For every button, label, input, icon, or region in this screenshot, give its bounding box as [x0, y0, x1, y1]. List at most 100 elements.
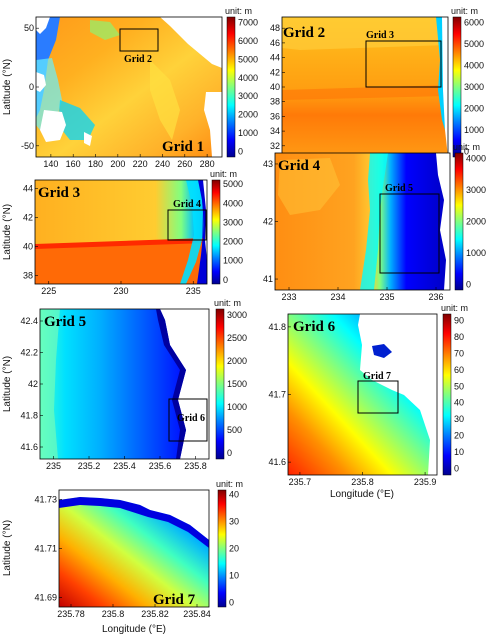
y-tick-label: 41.8	[20, 411, 38, 421]
land-new-zealand	[84, 132, 92, 146]
colorbar-tick-label: 4000	[238, 73, 258, 83]
panel-title-grid-1: Grid 1	[162, 139, 204, 155]
x-tick-label: 220	[133, 159, 148, 169]
x-tick-label: 236	[428, 292, 443, 302]
x-tick-label: 235.84	[183, 609, 211, 619]
inset-box-grid-6	[168, 398, 208, 442]
ridge-north	[90, 20, 120, 40]
y-tick-label: 41	[263, 274, 273, 284]
colorbar-tick-label: 3000	[223, 217, 243, 227]
y-tick-label: 42.4	[20, 316, 38, 326]
y-tick-label: 44	[270, 53, 280, 63]
inset-label-grid-5: Grid 5	[385, 183, 413, 194]
colorbar-tick-label: 5000	[238, 54, 258, 64]
colorbar-tick-label: 40	[454, 398, 464, 408]
y-tick-label: 42.2	[20, 348, 38, 358]
colorbar-tick-label: 90	[454, 315, 464, 325]
x-tick-label: 180	[88, 159, 103, 169]
panel-title-grid-2: Grid 2	[283, 25, 325, 41]
panel-title-grid-4: Grid 4	[278, 158, 321, 174]
y-tick-label: 41.73	[34, 494, 57, 504]
panel-title-grid-3: Grid 3	[38, 185, 80, 201]
y-tick-label: 34	[270, 126, 280, 136]
panel-title-grid-7: Grid 7	[153, 592, 196, 608]
colorbar-tick-label: 4000	[223, 198, 243, 208]
latitude-axis-label: Latitude (°N)	[2, 356, 13, 412]
inset-label-grid-6: Grid 6	[177, 413, 205, 424]
x-tick-label: 200	[110, 159, 125, 169]
land-grid-7	[59, 490, 209, 540]
colorbar-tick-label: 10	[454, 447, 464, 457]
x-tick-label: 225	[41, 286, 56, 296]
colorbar-tick-label: 3000	[464, 82, 484, 92]
colorbar-tick-label: 3000	[227, 310, 247, 320]
y-tick-label: 41.69	[34, 593, 57, 603]
x-tick-label: 235.8	[102, 609, 125, 619]
x-tick-label: 235.7	[289, 477, 312, 487]
fracture-zone	[282, 85, 448, 100]
colorbar-tick-label: 5000	[464, 39, 484, 49]
colorbar-tick-label: 3000	[238, 91, 258, 101]
inset-box-grid-2	[119, 28, 159, 52]
colorbar-tick-label: 2000	[223, 237, 243, 247]
inset-label-grid-4: Grid 4	[173, 199, 201, 210]
y-tick-label: 38	[23, 271, 33, 281]
colorbar-tick-label: 0	[223, 275, 228, 285]
panel-grid-4: Grid 5 Grid 4 233 234 235 236 43 42 41	[263, 152, 451, 302]
colorbar-tick-label: 2000	[238, 110, 258, 120]
x-tick-label: 235.82	[141, 609, 169, 619]
colorbar-unit-label: unit: m	[453, 142, 480, 152]
x-tick-label: 233	[281, 292, 296, 302]
colorbar-tick-label: 0	[466, 280, 471, 290]
colorbar-tick-label: 2000	[464, 103, 484, 113]
inset-box-grid-3	[365, 40, 442, 88]
y-tick-label: 41.7	[268, 390, 286, 400]
colorbars: unit: m70006000500040003000200010000unit…	[210, 6, 486, 607]
colorbar-tick-label: 30	[229, 517, 239, 527]
x-tick-label: 234	[330, 292, 345, 302]
colorbar-tick-label: 20	[454, 431, 464, 441]
colorbar-tick-label: 1000	[466, 248, 486, 258]
y-tick-label: 0	[29, 82, 34, 92]
y-tick-label: 48	[270, 23, 280, 33]
colorbar-tick-label: 30	[454, 414, 464, 424]
longitude-axis-label: Longitude (°E)	[102, 624, 166, 635]
panel-grid-3: Grid 4 Grid 3 225 230 235 44 42 40 38 Latitude …	[2, 179, 208, 296]
longitude-axis-label: Longitude (°E)	[330, 489, 394, 500]
land-south-america	[204, 92, 222, 157]
y-tick-label: 50	[24, 23, 34, 33]
x-tick-label: 235.8	[351, 477, 374, 487]
y-tick-label: 41.6	[268, 457, 286, 467]
colorbar-unit-label: unit: m	[216, 479, 243, 489]
inset-label-grid-7: Grid 7	[363, 371, 391, 382]
colorbar	[217, 489, 227, 608]
colorbar-tick-label: 0	[238, 146, 243, 156]
mendocino-fracture-zone	[35, 238, 207, 249]
x-tick-label: 260	[177, 159, 192, 169]
y-tick-label: 44	[23, 183, 33, 193]
x-tick-label: 230	[113, 286, 128, 296]
land-north-america	[160, 17, 222, 68]
colorbar-unit-label: unit: m	[451, 6, 478, 16]
y-tick-label: -50	[21, 141, 34, 151]
colorbar-tick-label: 1000	[227, 402, 247, 412]
colorbar-tick-label: 1500	[227, 379, 247, 389]
y-tick-label: 41.8	[268, 322, 286, 332]
y-tick-label: 43	[263, 159, 273, 169]
colorbar-tick-label: 4000	[466, 153, 486, 163]
y-tick-label: 42	[263, 217, 273, 227]
continental-slope-grid-4	[360, 153, 388, 290]
land-grid-5	[160, 309, 209, 459]
inset-box-grid-4	[167, 209, 207, 241]
colorbar-tick-label: 2000	[466, 217, 486, 227]
panel-grid-6: Grid 7 Grid 6 235.7 235.8 235.9 41.8 41.7 41.…	[268, 313, 438, 500]
colorbar-tick-label: 1000	[238, 128, 258, 138]
colorbar-tick-label: 60	[454, 365, 464, 375]
colorbar-tick-label: 50	[454, 381, 464, 391]
colorbar-tick-label: 10	[229, 570, 239, 580]
colorbar-unit-label: unit: m	[214, 298, 241, 308]
y-tick-label: 40	[23, 242, 33, 252]
colorbar-tick-label: 20	[229, 544, 239, 554]
colorbar-tick-label: 6000	[238, 36, 258, 46]
